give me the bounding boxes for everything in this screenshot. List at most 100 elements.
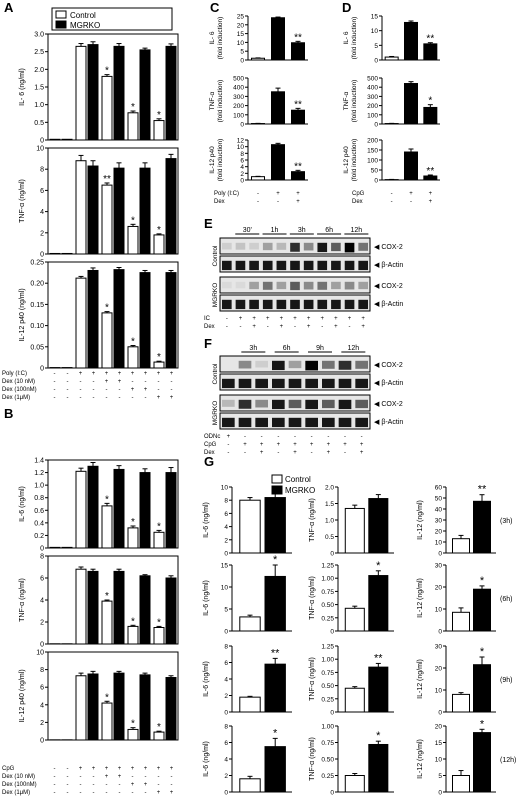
y-tick-label: 25: [237, 14, 245, 21]
y-tick-label: 6: [240, 158, 244, 165]
y-tick-label: 0: [224, 551, 228, 558]
blot-band: [338, 399, 352, 410]
y-tick-label: 4: [40, 598, 44, 605]
treatment-value: +: [327, 450, 331, 456]
y-axis-label: TNF-α: [209, 91, 216, 110]
bar-mgrko: [139, 167, 151, 255]
bar: [291, 171, 305, 181]
y-axis-label: TNF-α (ng/ml): [309, 498, 316, 542]
treatment-value: +: [409, 191, 413, 197]
y-tick-label: 8: [224, 724, 228, 731]
y-tick-label: 0: [224, 790, 228, 797]
y-tick-label: 0: [224, 629, 228, 636]
band-label: ◀ β-Actin: [374, 380, 403, 387]
significance-star: *: [376, 730, 381, 742]
bar-mgrko: [87, 570, 99, 645]
legend-swatch-control: [55, 10, 67, 19]
y-tick-label: 0.8: [34, 495, 44, 502]
bar-control: [127, 728, 139, 741]
blot-side-label: Control: [212, 245, 219, 267]
blot-band: [355, 417, 368, 428]
treatment-value: -: [67, 790, 69, 796]
significance-star: *: [131, 215, 135, 226]
significance-star: *: [273, 727, 278, 739]
y-tick-label: 1.00: [321, 576, 334, 583]
treatment-value: -: [54, 387, 56, 393]
blot-band: [288, 360, 302, 369]
treatment-value: +: [260, 450, 264, 456]
chart-G2b: 0 0.25 0.50 0.75 1.00 1.25 TNF-α (ng/ml) *: [309, 560, 394, 636]
blot-band: [276, 242, 287, 250]
panel-letter-f: F: [204, 336, 212, 351]
bar-control: [239, 616, 261, 632]
y-tick-label: 4: [40, 209, 44, 216]
treatment-value: +: [307, 324, 311, 330]
bar-mgrko: [139, 272, 151, 369]
y-tick-label: 1.0: [34, 483, 44, 490]
treatment-value: +: [429, 199, 433, 205]
treatment-value: -: [344, 450, 346, 456]
bar-mgrko: [139, 472, 151, 549]
blot-band: [305, 399, 318, 410]
y-tick-label: 8: [40, 554, 44, 561]
treatment-value: -: [361, 434, 363, 440]
y-tick-label: 3.0: [34, 32, 44, 39]
treatment-label: CpG: [352, 191, 365, 197]
time-label: 9h: [316, 345, 324, 352]
blot-band: [235, 281, 246, 289]
treatment-value: -: [171, 379, 173, 385]
significance-star: *: [157, 110, 161, 121]
blot-band: [255, 399, 268, 408]
y-tick-label: 0: [374, 58, 378, 65]
treatment-value: +: [131, 766, 135, 772]
bar-control: [239, 499, 261, 554]
y-tick-label: 0: [40, 546, 44, 553]
y-tick-label: 20: [435, 585, 443, 592]
blot-band: [235, 299, 246, 310]
blot-band: [322, 378, 335, 389]
y-tick-label: 1.5: [34, 85, 44, 92]
treatment-value: -: [67, 766, 69, 772]
significance-star: *: [157, 352, 161, 363]
blot-band: [358, 242, 368, 251]
treatment-value: -: [227, 450, 229, 456]
bar: [384, 56, 399, 61]
blot-side-label: Control: [212, 363, 219, 385]
y-tick-label: 1.0: [325, 518, 334, 525]
treatment-value: -: [93, 774, 95, 780]
treatment-value: +: [321, 316, 325, 322]
bar-control: [49, 252, 61, 255]
treatment-value: +: [276, 191, 280, 197]
y-tick-label: 500: [233, 76, 244, 83]
blot-band: [355, 378, 368, 389]
treatment-value: -: [119, 782, 121, 788]
chart-G3c: 0 10 20 30 IL-12 (ng/ml) *: [417, 644, 496, 717]
legend-swatch-mgrko: [55, 20, 67, 29]
legend-label-control: Control: [70, 11, 96, 20]
bar-control: [127, 527, 139, 549]
treatment-value: +: [131, 371, 135, 377]
bar-mgrko: [87, 269, 99, 369]
bar-control: [49, 138, 61, 141]
chart-D2: 0 100 200 300 400 500 TNF-α (fold induction) *: [343, 76, 440, 129]
bar-mgrko: [473, 732, 491, 793]
treatment-value: +: [79, 766, 83, 772]
y-tick-label: 20: [435, 666, 443, 673]
blot-band: [355, 360, 368, 369]
y-tick-label: 20: [435, 724, 443, 731]
bar-mgrko: [113, 167, 125, 255]
legend-swatch-control: [271, 474, 283, 484]
y-tick-label: 6: [40, 576, 44, 583]
treatment-value: -: [80, 774, 82, 780]
y-axis-label: TNF-α (ng/ml): [309, 737, 316, 781]
treatment-value: +: [118, 379, 122, 385]
y-tick-label: 0: [438, 710, 442, 717]
treatment-value: -: [106, 782, 108, 788]
y-tick-label: 2: [224, 773, 228, 780]
y-tick-label: 4: [40, 702, 44, 709]
y-axis-label: IL-12 (ng/ml): [417, 739, 424, 779]
treatment-label: Dex: [204, 324, 215, 330]
y-tick-label: 0.25: [321, 615, 334, 622]
bar-mgrko: [113, 45, 125, 141]
